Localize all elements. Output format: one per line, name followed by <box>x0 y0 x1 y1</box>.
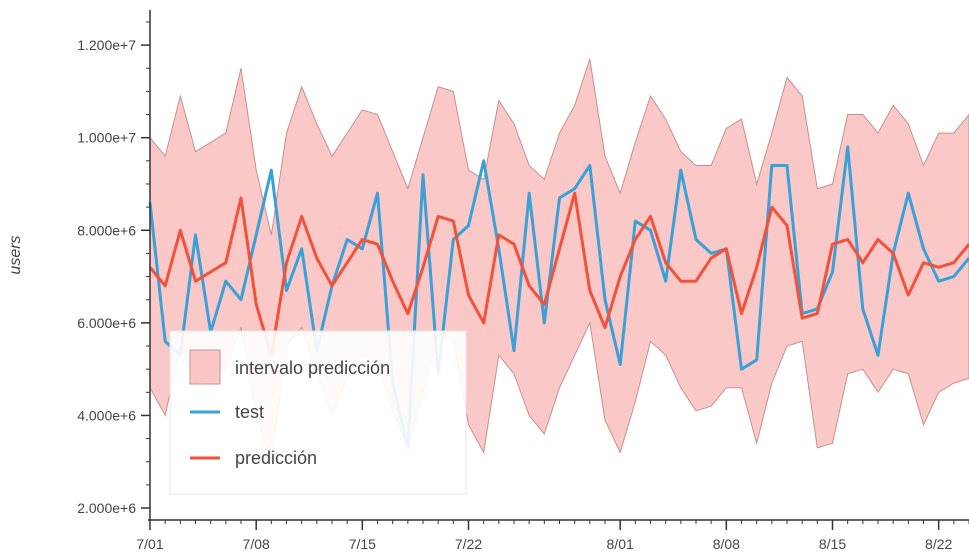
legend-label-intervalo: intervalo predicción <box>235 358 390 378</box>
y-tick-label: 8.000e+6 <box>77 222 136 238</box>
y-axis: 2.000e+6 4.000e+6 6.000e+6 8.000e+6 1.000e+7… <box>77 10 151 520</box>
y-tick-label: 1.200e+7 <box>77 37 136 53</box>
y-tick-label: 2.000e+6 <box>77 500 136 516</box>
x-tick-label: 7/15 <box>349 536 376 552</box>
x-tick-label: 8/22 <box>925 536 952 552</box>
legend-swatch-band <box>189 349 221 385</box>
x-tick-label: 7/22 <box>455 536 482 552</box>
x-tick-label: 8/15 <box>819 536 846 552</box>
y-tick-label: 6.000e+6 <box>77 315 136 331</box>
x-tick-label: 7/01 <box>136 536 163 552</box>
y-tick-label: 4.000e+6 <box>77 407 136 423</box>
x-tick-label: 7/08 <box>243 536 270 552</box>
legend-label-test: test <box>235 402 264 422</box>
series-line-test <box>148 145 969 450</box>
x-axis: 7/01 7/08 7/15 7/22 8/01 8/08 8/15 8/22 <box>136 519 969 552</box>
legend-label-prediccion: predicción <box>235 448 317 468</box>
x-tick-label: 8/01 <box>607 536 634 552</box>
legend: intervalo predicción test predicción <box>169 330 467 495</box>
x-tick-label: 8/08 <box>713 536 740 552</box>
y-tick-label: 1.000e+7 <box>77 130 136 146</box>
series-line-prediccion <box>148 191 969 357</box>
y-axis-title: users <box>7 235 24 274</box>
